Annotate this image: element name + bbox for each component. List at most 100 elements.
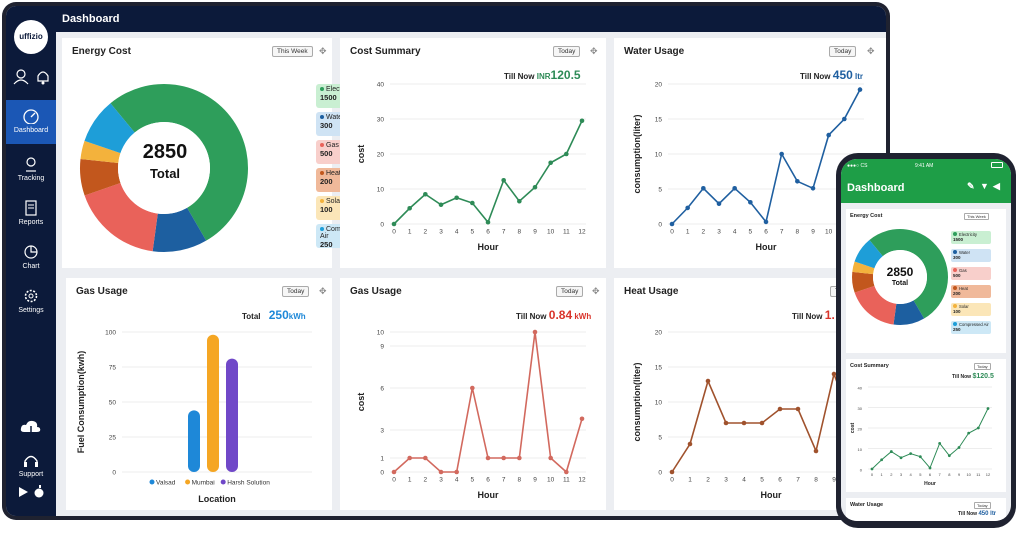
bell-icon[interactable] bbox=[36, 69, 50, 85]
brand-logo[interactable]: uffizio bbox=[14, 20, 48, 54]
legend-value: 100 bbox=[953, 309, 961, 314]
y-tick-label: 10 bbox=[377, 187, 385, 194]
legend-dot bbox=[220, 479, 226, 485]
apple-icon[interactable] bbox=[33, 485, 45, 498]
y-tick-label: 10 bbox=[655, 152, 663, 159]
sidebar-item-tracking[interactable]: Tracking bbox=[6, 156, 56, 182]
data-point bbox=[501, 177, 506, 183]
drag-handle-icon[interactable]: ✥ bbox=[867, 46, 875, 56]
donut-slice-gas bbox=[854, 285, 897, 325]
filter-icon[interactable]: ▼ bbox=[980, 181, 989, 191]
data-point bbox=[669, 221, 675, 227]
x-tick-label: 1 bbox=[408, 477, 412, 484]
legend-label: Solar bbox=[326, 198, 343, 205]
x-tick-label: 3 bbox=[900, 472, 903, 477]
phone-frame: ●●●○ CS 9:41 AM Dashboard ✎ ▼ ◀ Energy C… bbox=[836, 153, 1016, 528]
data-point bbox=[517, 198, 522, 204]
till-now-amount: $120.5 bbox=[972, 373, 994, 380]
data-point bbox=[407, 205, 412, 211]
till-now-amount: 120.5 bbox=[550, 68, 581, 82]
x-tick-label: 0 bbox=[670, 477, 674, 484]
edit-icon[interactable]: ✎ bbox=[967, 181, 975, 191]
y-tick-label: 25 bbox=[109, 435, 117, 442]
legend-dot bbox=[953, 322, 957, 326]
y-tick-label: 30 bbox=[858, 406, 863, 411]
x-tick-label: 11 bbox=[563, 477, 570, 484]
till-now-readout: Till Now 450 ltr bbox=[800, 68, 863, 82]
period-select[interactable]: Today bbox=[553, 46, 581, 57]
period-select[interactable]: This Week bbox=[272, 46, 313, 57]
data-point bbox=[928, 466, 932, 470]
period-select[interactable]: This Week bbox=[964, 213, 989, 220]
cloud-download-icon[interactable] bbox=[20, 419, 42, 437]
data-point bbox=[564, 469, 569, 475]
x-tick-label: 6 bbox=[929, 472, 932, 477]
till-now-label: Till Now bbox=[800, 72, 831, 81]
x-tick-label: 8 bbox=[948, 472, 951, 477]
x-tick-label: 0 bbox=[670, 229, 674, 236]
data-point bbox=[918, 455, 922, 459]
x-tick-label: 5 bbox=[919, 472, 922, 477]
x-tick-label: 7 bbox=[780, 229, 784, 236]
legend-dot bbox=[185, 479, 191, 485]
sidebar-item-reports[interactable]: Reports bbox=[6, 200, 56, 226]
donut-slice-heat bbox=[852, 271, 875, 293]
sidebar-item-dashboard[interactable]: Dashboard bbox=[6, 100, 56, 144]
donut-slice-water bbox=[893, 300, 925, 325]
till-now-readout: Till Now 0.84 kWh bbox=[516, 308, 591, 322]
drag-handle-icon[interactable]: ✥ bbox=[319, 286, 327, 296]
data-point bbox=[826, 132, 831, 138]
megaphone-icon[interactable]: ◀ bbox=[993, 181, 1000, 191]
series-line bbox=[393, 120, 583, 225]
legend-dot bbox=[320, 199, 324, 203]
x-axis-label: Location bbox=[198, 494, 236, 504]
y-tick-label: 100 bbox=[105, 330, 116, 337]
period-select[interactable]: Today bbox=[829, 46, 857, 57]
y-axis-label: Fuel Consumption(kwh) bbox=[76, 351, 86, 454]
speedometer-icon bbox=[23, 109, 39, 124]
legend-label: Gas bbox=[326, 142, 339, 149]
tablet-frame: uffizio Dashboard Tracking Reports Chart bbox=[2, 2, 890, 520]
drag-handle-icon[interactable]: ✥ bbox=[319, 46, 327, 56]
legend-dot bbox=[320, 115, 324, 119]
total-amount: 250 bbox=[268, 308, 289, 322]
phone-energy-donut bbox=[852, 229, 948, 325]
legend-dot bbox=[953, 304, 957, 308]
data-point bbox=[579, 416, 585, 422]
period-select[interactable]: Today bbox=[974, 363, 991, 370]
x-tick-label: 7 bbox=[502, 477, 506, 484]
sidebar-item-settings[interactable]: Settings bbox=[6, 288, 56, 314]
energy-donut-chart bbox=[80, 84, 248, 253]
period-select[interactable]: Today bbox=[556, 286, 584, 297]
y-tick-label: 0 bbox=[380, 222, 384, 229]
headset-icon bbox=[24, 455, 38, 467]
sidebar-item-chart[interactable]: Chart bbox=[6, 244, 56, 270]
legend-label: Heat bbox=[326, 170, 341, 177]
y-tick-label: 30 bbox=[377, 117, 385, 124]
carrier-signal: ●●●○ CS bbox=[847, 163, 868, 169]
x-tick-label: 9 bbox=[832, 477, 836, 484]
user-icon[interactable] bbox=[13, 69, 29, 85]
gas-usage-line-card: Gas Usage Today ✥ Till Now 0.84 kWh 0 1 3 6… bbox=[340, 278, 606, 510]
legend-value: 250 bbox=[320, 240, 333, 249]
donut-hole bbox=[118, 122, 210, 214]
sidebar-item-support[interactable]: Support bbox=[6, 454, 56, 478]
period-select[interactable]: Today bbox=[974, 502, 991, 509]
data-point bbox=[564, 151, 569, 157]
y-tick-label: 0 bbox=[658, 222, 662, 229]
x-axis-label: Hour bbox=[478, 242, 499, 252]
till-now-label: Till Now bbox=[952, 374, 972, 380]
period-select[interactable]: Today bbox=[282, 286, 310, 297]
legend-dot bbox=[953, 286, 957, 290]
data-point bbox=[705, 378, 711, 384]
drag-handle-icon[interactable]: ✥ bbox=[590, 46, 598, 56]
drag-handle-icon[interactable]: ✥ bbox=[592, 286, 600, 296]
data-point bbox=[723, 420, 729, 426]
y-axis-label: cost bbox=[356, 145, 366, 164]
data-point bbox=[857, 87, 863, 92]
gear-icon bbox=[24, 289, 38, 303]
google-play-icon[interactable] bbox=[17, 486, 29, 498]
